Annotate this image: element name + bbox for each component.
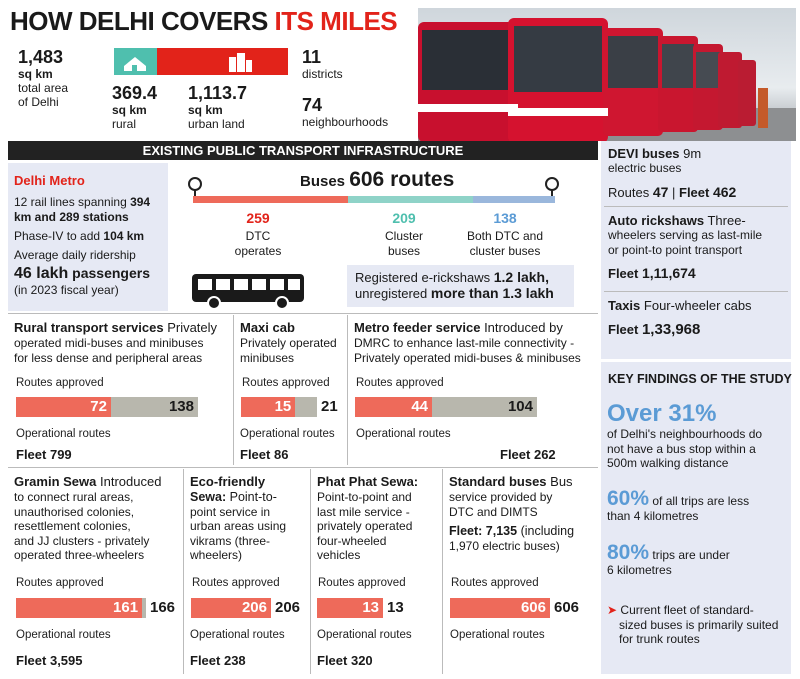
urban-area-stat: 1,113.7 sq km urban land xyxy=(188,83,248,132)
routes-approved-label: Routes approved xyxy=(356,377,444,389)
metro-phase4: Phase-IV to add 104 km xyxy=(14,229,145,243)
maxi-cab: Maxi cab Privately operated minibuses xyxy=(240,320,337,365)
metro-fiscal-year: (in 2023 fiscal year) xyxy=(14,283,119,297)
approved-routes-value: 138 xyxy=(168,398,194,415)
location-pin-icon xyxy=(545,177,559,191)
taxis: Taxis Four-wheeler cabs Fleet 1,33,968 xyxy=(608,298,752,338)
phat-fleet: Fleet 320 xyxy=(317,653,373,668)
divider xyxy=(604,291,788,292)
finding-80-percent: 80% trips are under 6 kilometres xyxy=(607,541,730,577)
routes-approved-label: Routes approved xyxy=(16,377,104,389)
bus-routes-line xyxy=(188,177,559,203)
dtc-routes: 259 DTC operates xyxy=(234,210,282,258)
divider xyxy=(347,315,348,465)
rural-fleet: Fleet 799 xyxy=(16,447,72,462)
divider xyxy=(183,469,184,674)
erickshaw-panel: Registered e-rickshaws 1.2 lakh, unregis… xyxy=(347,265,574,307)
eco-friendly-sewa: Eco-friendly Sewa: Point-to- point servi… xyxy=(190,474,287,562)
operational-routes-label: Operational routes xyxy=(450,629,545,641)
buses-heading: Buses 606 routes xyxy=(300,168,455,191)
approved-routes-value: 166 xyxy=(150,599,176,616)
districts-stat: 11 districts xyxy=(302,47,343,82)
city-buildings-icon xyxy=(229,53,252,72)
finding-trunk-routes: ➤ Current fleet of standard- sized buses… xyxy=(607,603,779,646)
divider xyxy=(604,206,788,207)
operational-routes-label: Operational routes xyxy=(16,428,111,440)
divider xyxy=(310,469,311,674)
operational-bar: 72 xyxy=(16,397,111,417)
eco-fleet: Fleet 238 xyxy=(190,653,246,668)
routes-approved-label: Routes approved xyxy=(192,577,280,589)
divider xyxy=(442,469,443,674)
gramin-sewa: Gramin Sewa Introduced to connect rural … xyxy=(14,474,162,562)
operational-routes-label: Operational routes xyxy=(356,428,451,440)
operational-routes-label: Operational routes xyxy=(317,629,412,641)
operational-routes-label: Operational routes xyxy=(240,428,335,440)
standard-buses: Standard buses Bus service provided by D… xyxy=(449,474,575,553)
approved-routes-value: 606 xyxy=(554,599,580,616)
operational-routes-label: Operational routes xyxy=(190,629,285,641)
land-area-bar xyxy=(114,48,288,75)
findings-title: KEY FINDINGS OF THE STUDY xyxy=(608,372,792,386)
metro-title: Delhi Metro xyxy=(14,173,85,188)
metro-ridership-label: Average daily ridership xyxy=(14,247,136,262)
dtc-segment xyxy=(193,196,348,203)
routes-approved-label: Routes approved xyxy=(318,577,406,589)
finding-60-percent: 60% of all trips are less than 4 kilomet… xyxy=(607,487,750,523)
divider xyxy=(8,467,598,468)
neighbourhoods-stat: 74 neighbourhoods xyxy=(302,95,389,130)
buses-illustration xyxy=(418,18,796,141)
rural-transport-services: Rural transport services Privately opera… xyxy=(14,320,218,365)
auto-rickshaws: Auto rickshaws Three- wheelers serving a… xyxy=(608,213,763,281)
delhi-metro-panel: Delhi Metro 12 rail lines spanning 394 k… xyxy=(8,163,168,311)
cluster-segment xyxy=(348,196,473,203)
phat-phat-sewa: Phat Phat Sewa: Point-to-point and last … xyxy=(317,474,419,562)
operational-bar: 15 xyxy=(241,397,296,417)
approved-routes-value: 21 xyxy=(321,398,338,415)
metro-feeder-service: Metro feeder service Introduced by DMRC … xyxy=(354,320,581,365)
metro-lines: 12 rail lines spanning 394 km and 289 st… xyxy=(14,195,151,224)
metro-ridership: 46 lakh passengers xyxy=(14,265,150,282)
operational-bar: 161 xyxy=(16,598,143,618)
arrow-icon: ➤ xyxy=(607,603,618,617)
devi-buses: DEVI buses 9m electric buses Routes 47 |… xyxy=(608,146,737,200)
gramin-fleet: Fleet 3,595 xyxy=(16,653,83,668)
operational-bar: 13 xyxy=(317,598,383,618)
total-area-stat: 1,483 sq km total area of Delhi xyxy=(18,47,69,110)
section-banner: EXISTING PUBLIC TRANSPORT INFRASTRUCTURE xyxy=(8,141,598,160)
divider xyxy=(233,315,234,465)
routes-approved-label: Routes approved xyxy=(16,577,104,589)
page-title: HOW DELHI COVERS ITS MILES xyxy=(10,6,398,36)
rural-area-stat: 369.4 sq km rural xyxy=(112,83,158,132)
operational-bar: 206 xyxy=(191,598,271,618)
urban-segment xyxy=(157,48,288,75)
key-findings-panel xyxy=(601,362,791,674)
approved-routes-value: 104 xyxy=(507,398,533,415)
bus-depot-photo xyxy=(418,8,796,141)
house-icon xyxy=(124,57,146,71)
right-transport-panel xyxy=(601,141,791,359)
routes-approved-label: Routes approved xyxy=(242,377,330,389)
bus-icon xyxy=(192,274,304,310)
operational-bar: 44 xyxy=(355,397,432,417)
approved-routes-value: 13 xyxy=(387,599,404,616)
both-segment xyxy=(473,196,555,203)
rural-segment xyxy=(114,48,157,75)
location-pin-icon xyxy=(188,177,202,191)
routes-approved-label: Routes approved xyxy=(451,577,539,589)
divider xyxy=(8,313,598,314)
cluster-routes: 209 Cluster buses xyxy=(384,210,423,258)
both-routes: 138 Both DTC and cluster buses xyxy=(466,210,544,258)
finding-neighbourhoods: Over 31% of Delhi's neighbourhoods do no… xyxy=(607,400,763,471)
operational-routes-label: Operational routes xyxy=(16,629,111,641)
maxi-fleet: Fleet 86 xyxy=(240,447,289,462)
feeder-fleet: Fleet 262 xyxy=(500,447,556,462)
operational-bar: 606 xyxy=(450,598,550,618)
approved-routes-value: 206 xyxy=(275,599,301,616)
